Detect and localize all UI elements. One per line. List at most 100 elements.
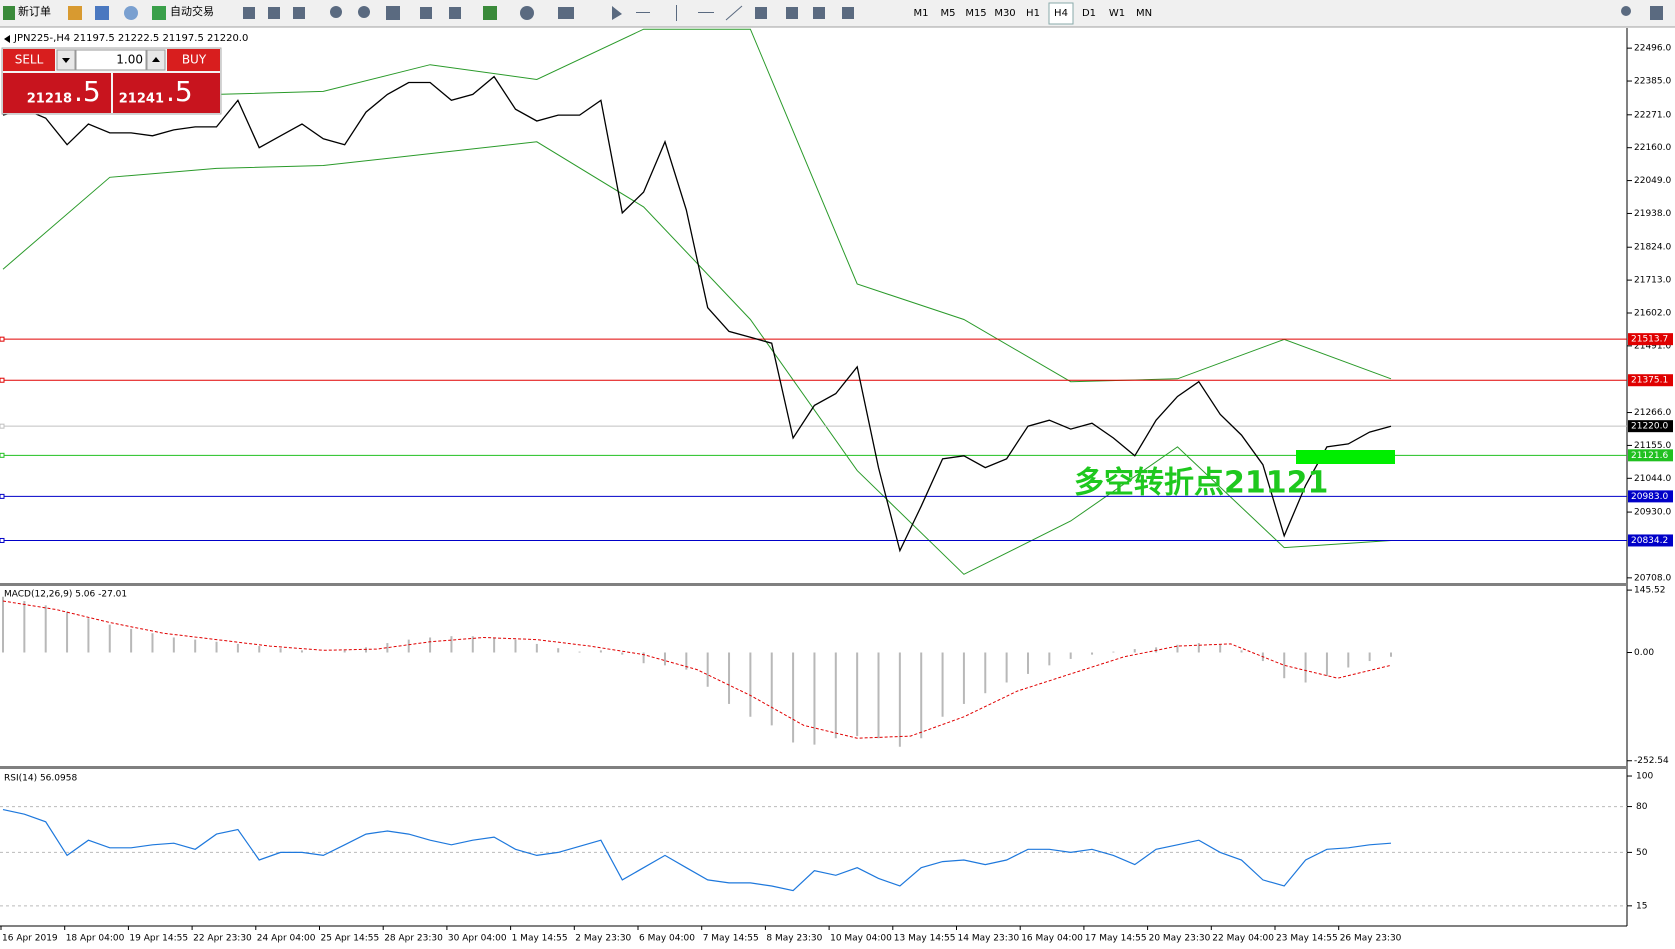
timeframe[interactable]: H1	[1026, 8, 1040, 19]
y-tick-label: 21155.0	[1634, 441, 1671, 451]
icon[interactable]	[813, 7, 825, 19]
y-tick-label: 22496.0	[1634, 44, 1671, 54]
bid-main[interactable]: 21218	[27, 92, 72, 107]
timeframe[interactable]: MN	[1136, 8, 1152, 19]
buy-button[interactable]	[167, 49, 220, 71]
y-tick-label: -252.54	[1634, 756, 1669, 766]
icon[interactable]	[558, 7, 574, 19]
x-tick-label: 1 May 14:55	[512, 934, 568, 944]
level-handle[interactable]	[0, 336, 5, 342]
level-label: 21513.7	[1631, 335, 1668, 345]
level-handle[interactable]	[0, 493, 5, 499]
timeframe[interactable]: M1	[914, 8, 929, 19]
trade-panel: SELL 1.00 BUY 21218 .5 21241 .5	[1, 47, 222, 115]
timeframe[interactable]: M30	[994, 8, 1015, 19]
icon[interactable]	[243, 7, 255, 19]
macd-title: MACD(12,26,9) 5.06 -27.01	[4, 590, 127, 600]
timeframe[interactable]: H4	[1054, 8, 1068, 19]
y-tick-label: 20708.0	[1634, 573, 1671, 583]
level-label-box	[1628, 534, 1673, 547]
icon[interactable]	[786, 7, 798, 19]
icon[interactable]	[330, 6, 342, 18]
timeframe[interactable]: M5	[941, 8, 956, 19]
icon[interactable]	[95, 6, 109, 20]
level-handle[interactable]	[0, 452, 5, 458]
bid-box[interactable]	[3, 73, 111, 113]
level-label: 20834.2	[1631, 536, 1668, 546]
collapse-arrow[interactable]	[4, 35, 10, 43]
bid-tail[interactable]: .5	[74, 75, 101, 108]
icon[interactable]	[68, 6, 82, 20]
ask-main[interactable]: 21241	[119, 92, 164, 107]
panel-separator	[0, 766, 1627, 769]
lot-input[interactable]	[75, 49, 147, 71]
icon[interactable]	[1650, 6, 1663, 20]
level-handle[interactable]	[0, 377, 5, 383]
new-order-icon[interactable]	[3, 6, 15, 20]
upper-band	[2, 28, 1392, 383]
timeframe[interactable]: W1	[1109, 8, 1125, 19]
icon[interactable]	[755, 7, 767, 19]
icon[interactable]	[520, 6, 534, 20]
icon[interactable]	[636, 12, 650, 13]
sell-label[interactable]: SELL	[15, 53, 44, 67]
y-tick-label: 21044.0	[1634, 474, 1671, 484]
x-tick-label: 6 May 04:00	[639, 934, 695, 944]
symbol-header: JPN225-,H4 21197.5 21222.5 21197.5 21220…	[13, 33, 248, 44]
icon[interactable]	[698, 12, 714, 13]
level-label-box	[1628, 449, 1673, 462]
icon[interactable]	[612, 6, 622, 20]
search-icon[interactable]	[1621, 6, 1631, 16]
x-tick-label: 26 May 23:30	[1340, 934, 1402, 944]
icon[interactable]	[449, 7, 461, 19]
timeframes: M1 M5 M15 M30 H1 H4 D1 W1 MN	[914, 8, 1153, 19]
icon[interactable]	[268, 7, 280, 19]
level-label-box	[1628, 374, 1673, 387]
level-handle[interactable]	[0, 423, 5, 429]
timeframe[interactable]: M15	[965, 8, 986, 19]
icon[interactable]	[676, 5, 677, 21]
x-tick-label: 25 Apr 14:55	[321, 934, 380, 944]
ask-box[interactable]	[113, 73, 220, 113]
y-tick-label: 21266.0	[1634, 408, 1671, 418]
x-tick-label: 13 May 14:55	[894, 934, 956, 944]
ask-tail[interactable]: .5	[166, 75, 193, 108]
level-label-box	[1628, 490, 1673, 503]
lot-value[interactable]: 1.00	[116, 53, 143, 67]
y-tick-label: 100	[1636, 772, 1653, 782]
buy-label[interactable]: BUY	[182, 53, 207, 67]
auto-trade[interactable]: 自动交易	[170, 4, 214, 18]
level-label-box	[1628, 333, 1673, 346]
icon[interactable]	[842, 7, 854, 19]
level-handle[interactable]	[0, 537, 5, 543]
icon[interactable]	[725, 5, 743, 21]
y-tick-label: 22160.0	[1634, 143, 1671, 153]
signal-line	[2, 600, 1392, 739]
y-tick-label: 21824.0	[1634, 243, 1671, 253]
y-tick-label: 80	[1636, 802, 1648, 812]
timeframe[interactable]: D1	[1082, 8, 1096, 19]
sell-button[interactable]	[3, 49, 55, 71]
y-tick-label: 21938.0	[1634, 209, 1671, 219]
icon[interactable]	[420, 7, 432, 19]
icon[interactable]	[386, 6, 400, 20]
x-tick-label: 22 Apr 23:30	[193, 934, 252, 944]
time-axis: 16 Apr 2019 18 Apr 04:00 19 Apr 14:55 22 Ap…	[0, 926, 1402, 944]
x-tick-label: 18 Apr 04:00	[66, 934, 125, 944]
active-timeframe	[1048, 2, 1074, 25]
y-tick-label: 21602.0	[1634, 308, 1671, 318]
x-tick-label: 2 May 23:30	[575, 934, 631, 944]
y-tick-label: 15	[1636, 901, 1647, 911]
level-label-box	[1628, 420, 1673, 433]
icon[interactable]	[124, 6, 138, 20]
level-label: 20983.0	[1631, 492, 1668, 502]
x-tick-label: 22 May 04:00	[1212, 934, 1274, 944]
new-order[interactable]: 新订单	[18, 4, 51, 18]
level-label: 21220.0	[1631, 422, 1668, 432]
auto-trade-icon[interactable]	[152, 6, 166, 20]
icon[interactable]	[358, 6, 370, 18]
y-tick-label: 20930.0	[1634, 508, 1671, 518]
icon[interactable]	[293, 7, 305, 19]
icon[interactable]	[483, 6, 497, 20]
